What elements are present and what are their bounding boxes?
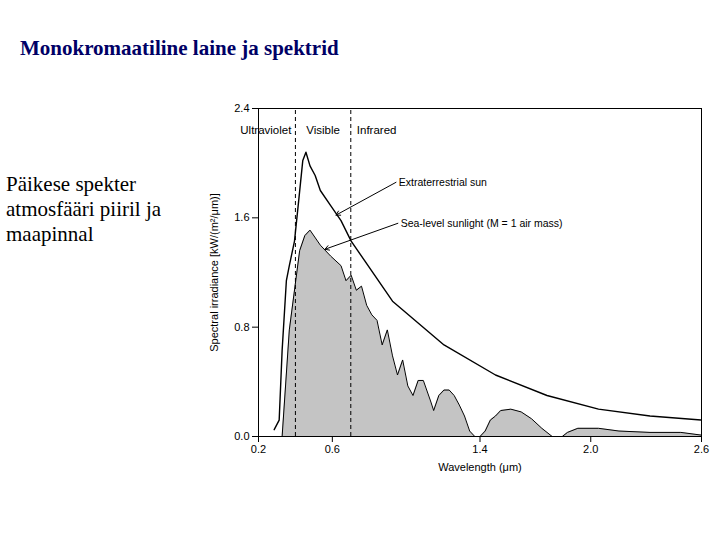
svg-text:Wavelength (μm): Wavelength (μm): [438, 461, 522, 473]
html-text:Monokromaatiline laine ja spek: Monokromaatiline laine ja spektrid: [20, 36, 339, 60]
svg-text:2.4: 2.4: [234, 102, 249, 114]
svg-text:Infrared: Infrared: [357, 124, 397, 136]
svg-text:2.0: 2.0: [583, 443, 598, 455]
svg-text:0.0: 0.0: [234, 430, 249, 442]
svg-text:Spectral irradiance [kW/(m²/μm: Spectral irradiance [kW/(m²/μm)]: [208, 193, 220, 352]
svg-text:Ultraviolet: Ultraviolet: [240, 124, 292, 136]
svg-text:Sea-level sunlight (M = 1 air: Sea-level sunlight (M = 1 air mass): [401, 217, 563, 229]
svg-text:0.6: 0.6: [325, 443, 340, 455]
svg-text:Visible: Visible: [306, 124, 340, 136]
svg-text:Extraterrestrial sun: Extraterrestrial sun: [399, 176, 487, 188]
html-text:Päikese spekter atmosfääri pii: Päikese spekter atmosfääri piiril ja maa…: [6, 172, 162, 247]
svg-text:2.6: 2.6: [694, 443, 709, 455]
svg-text:1.6: 1.6: [234, 211, 249, 223]
svg-text:1.4: 1.4: [472, 443, 487, 455]
svg-text:0.2: 0.2: [251, 443, 266, 455]
svg-text:0.8: 0.8: [234, 321, 249, 333]
